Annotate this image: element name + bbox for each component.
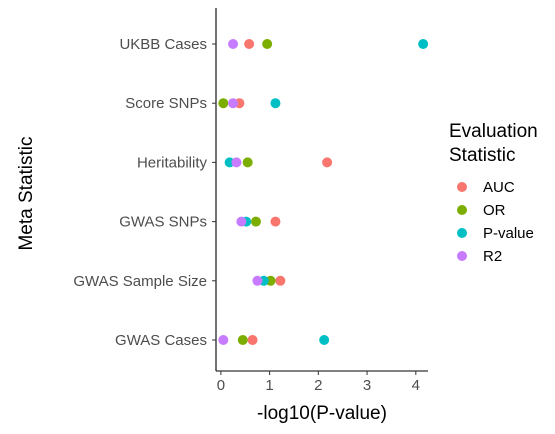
point-r2-gwas-sample-size xyxy=(252,275,263,286)
legend: Evaluation Statistic AUC OR P-value R2 xyxy=(449,121,538,265)
y-tick-label-heritability: Heritability xyxy=(137,154,208,171)
point-or-gwas-cases xyxy=(237,335,248,345)
legend-key-or xyxy=(457,205,467,215)
point-r2-score-snps xyxy=(228,98,239,109)
y-axis-title: Meta Statistic xyxy=(16,136,37,250)
point-r2-ukbb-cases xyxy=(228,39,239,49)
point-or-ukbb-cases xyxy=(262,39,273,49)
point-r2-heritability xyxy=(231,157,242,168)
legend-key-r2 xyxy=(457,251,467,261)
legend-label-auc: AUC xyxy=(483,179,515,196)
legend-label-r2: R2 xyxy=(483,248,502,265)
x-ticks: 0 1 2 3 4 xyxy=(217,371,420,394)
x-tick-label-1: 1 xyxy=(265,377,273,394)
point-r2-gwas-snps xyxy=(236,216,247,227)
point-auc-gwas-snps xyxy=(270,216,281,227)
y-tick-label-score-snps: Score SNPs xyxy=(125,95,207,112)
x-axis-title: -log10(P-value) xyxy=(257,403,387,424)
axes xyxy=(215,8,428,372)
x-tick-label-0: 0 xyxy=(217,377,225,394)
x-tick-label-2: 2 xyxy=(314,377,322,394)
point-or-gwas-snps xyxy=(250,216,261,227)
point-p-value-gwas-cases xyxy=(319,335,330,345)
data-points xyxy=(218,39,429,345)
legend-label-or: OR xyxy=(483,202,506,219)
point-p-value-score-snps xyxy=(270,98,281,109)
x-tick-label-4: 4 xyxy=(412,377,420,394)
y-tick-label-gwas-cases: GWAS Cases xyxy=(115,332,207,349)
y-tick-label-gwas-snps: GWAS SNPs xyxy=(119,214,207,231)
point-p-value-ukbb-cases xyxy=(418,39,429,49)
point-or-score-snps xyxy=(218,98,229,109)
legend-key-p-value xyxy=(457,228,467,238)
point-auc-heritability xyxy=(322,157,333,168)
y-tick-label-ukbb-cases: UKBB Cases xyxy=(119,36,207,53)
point-or-heritability xyxy=(242,157,253,168)
point-r2-gwas-cases xyxy=(218,335,229,345)
legend-items: AUC OR P-value R2 xyxy=(457,179,534,265)
x-tick-label-3: 3 xyxy=(363,377,371,394)
y-ticks: UKBB Cases Score SNPs Heritability GWAS SNP… xyxy=(73,36,216,349)
point-auc-ukbb-cases xyxy=(244,39,255,49)
y-tick-label-gwas-sample-size: GWAS Sample Size xyxy=(73,273,207,290)
legend-key-auc xyxy=(457,182,467,192)
legend-title-line-2: Statistic xyxy=(449,145,516,166)
legend-title-line-1: Evaluation xyxy=(449,121,538,142)
point-auc-gwas-sample-size xyxy=(275,275,286,286)
legend-label-p-value: P-value xyxy=(483,225,534,242)
point-auc-gwas-cases xyxy=(247,335,258,345)
